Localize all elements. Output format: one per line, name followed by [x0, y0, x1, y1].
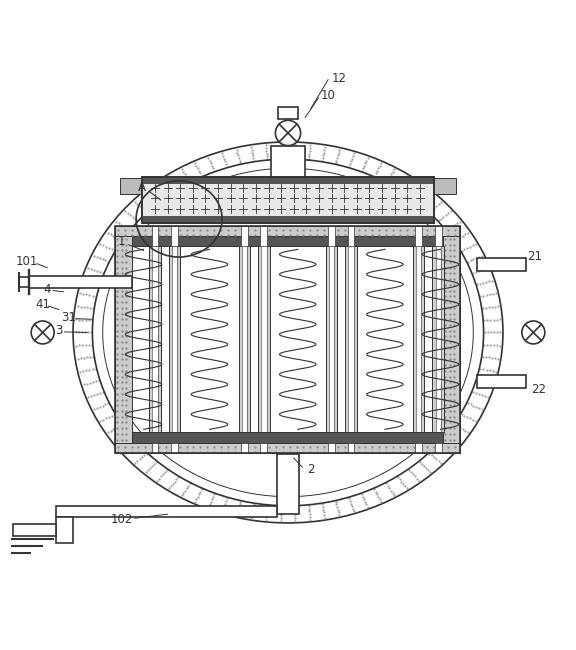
Bar: [241, 226, 248, 246]
Bar: [151, 443, 158, 453]
Bar: [169, 246, 180, 432]
Circle shape: [31, 321, 54, 344]
Text: 1: 1: [118, 235, 126, 248]
Bar: [347, 443, 354, 453]
Text: 4: 4: [44, 283, 51, 296]
Bar: [142, 216, 434, 223]
Text: 31: 31: [62, 311, 77, 324]
Bar: [434, 178, 456, 194]
Text: 10: 10: [321, 89, 336, 102]
Bar: [142, 177, 434, 223]
Bar: [347, 226, 354, 246]
Bar: [149, 246, 161, 432]
Bar: [151, 226, 158, 246]
Bar: [278, 107, 298, 119]
Bar: [120, 178, 142, 194]
Bar: [433, 246, 444, 432]
Bar: [142, 177, 434, 184]
Bar: [416, 246, 421, 432]
Bar: [258, 246, 270, 432]
Bar: [435, 246, 441, 432]
Text: 3: 3: [55, 324, 62, 337]
Bar: [115, 226, 460, 453]
Bar: [262, 246, 267, 432]
Bar: [238, 246, 250, 432]
Text: 41: 41: [35, 298, 50, 311]
Bar: [115, 226, 460, 236]
Bar: [276, 454, 300, 514]
Bar: [477, 376, 526, 388]
Bar: [56, 517, 73, 543]
Bar: [348, 246, 354, 432]
Bar: [415, 226, 422, 246]
Bar: [346, 246, 357, 432]
Bar: [142, 177, 434, 223]
Bar: [435, 226, 442, 246]
Bar: [115, 443, 460, 453]
Bar: [413, 246, 425, 432]
Bar: [242, 246, 247, 432]
Bar: [56, 506, 276, 517]
Bar: [328, 226, 335, 246]
Bar: [415, 443, 422, 453]
Bar: [443, 236, 460, 443]
Text: 12: 12: [332, 72, 347, 85]
Bar: [132, 236, 443, 246]
Bar: [329, 246, 334, 432]
Circle shape: [275, 120, 301, 146]
Bar: [271, 146, 305, 177]
Bar: [326, 246, 338, 432]
Bar: [328, 443, 335, 453]
Bar: [115, 236, 132, 443]
Bar: [260, 226, 267, 246]
Ellipse shape: [92, 159, 484, 506]
Bar: [241, 443, 248, 453]
Text: A: A: [138, 181, 146, 194]
Text: 102: 102: [111, 514, 133, 526]
Bar: [260, 443, 267, 453]
Bar: [171, 443, 178, 453]
Bar: [13, 524, 56, 536]
Text: 101: 101: [16, 255, 39, 268]
Ellipse shape: [73, 142, 503, 523]
Bar: [29, 276, 132, 289]
Bar: [172, 246, 177, 432]
Bar: [132, 432, 443, 443]
Ellipse shape: [103, 168, 473, 497]
Text: 2: 2: [307, 463, 314, 476]
Bar: [171, 226, 178, 246]
Circle shape: [522, 321, 545, 344]
Bar: [153, 246, 158, 432]
Text: 21: 21: [527, 250, 542, 263]
Bar: [435, 443, 442, 453]
Bar: [477, 258, 526, 270]
Text: 22: 22: [532, 383, 547, 396]
